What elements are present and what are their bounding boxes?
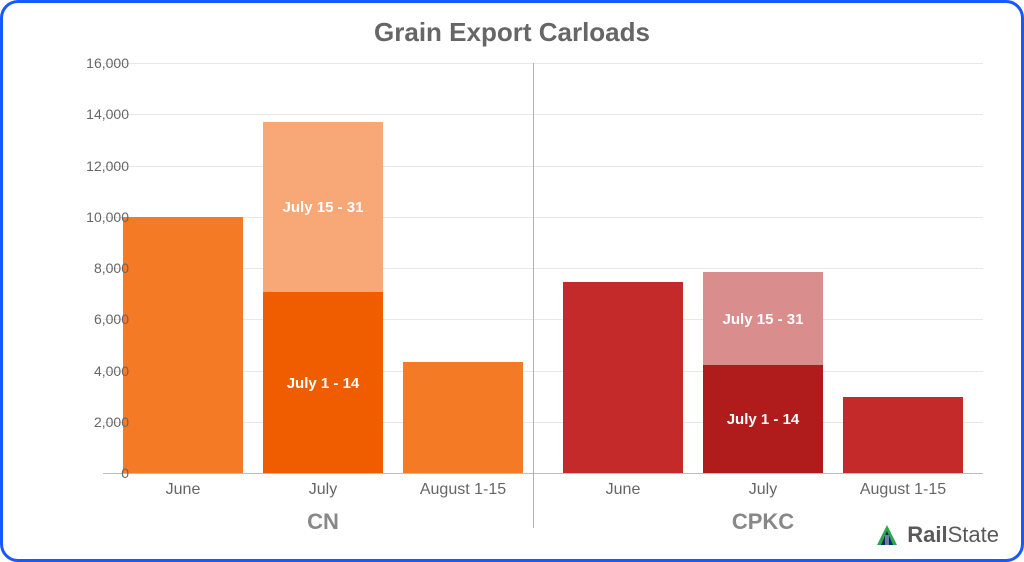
y-tick-label: 2,000 — [49, 414, 129, 430]
y-tick-label: 6,000 — [49, 311, 129, 327]
y-tick-label: 8,000 — [49, 260, 129, 276]
chart-plot-area: July 1 - 14 July 15 - 31 July 1 - 14 July 1… — [103, 63, 983, 473]
chart-card: Grain Export Carloads July 1 - 14 July 15… — [0, 0, 1024, 562]
bar-segment-label: July 1 - 14 — [263, 375, 383, 392]
gridline — [103, 166, 983, 167]
y-tick-label: 4,000 — [49, 363, 129, 379]
logo-text: RailState — [907, 522, 999, 548]
y-tick-label: 10,000 — [49, 209, 129, 225]
x-tick-label: August 1-15 — [393, 481, 533, 499]
bar-segment-label: July 15 - 31 — [263, 199, 383, 216]
x-tick-label: June — [553, 481, 693, 499]
chart-title: Grain Export Carloads — [3, 17, 1021, 48]
y-tick-label: 12,000 — [49, 158, 129, 174]
y-tick-label: 14,000 — [49, 106, 129, 122]
bar-segment-label: July 15 - 31 — [703, 311, 823, 328]
bar-segment — [843, 397, 963, 473]
logo-text-right: State — [948, 522, 999, 547]
logo-text-left: Rail — [907, 522, 947, 547]
bar-segment — [563, 282, 683, 473]
gridline — [103, 114, 983, 115]
bar-segment-label: July 1 - 14 — [703, 411, 823, 428]
x-tick-label: July — [253, 481, 393, 499]
group-divider — [533, 63, 534, 528]
group-label: CN — [173, 509, 473, 535]
x-axis-line — [103, 473, 983, 474]
x-tick-label: August 1-15 — [833, 481, 973, 499]
y-tick-label: 0 — [49, 465, 129, 481]
x-tick-label: June — [113, 481, 253, 499]
gridline — [103, 63, 983, 64]
y-tick-label: 16,000 — [49, 55, 129, 71]
bar-segment — [403, 362, 523, 473]
group-label: CPKC — [613, 509, 913, 535]
bar-segment — [123, 217, 243, 473]
x-tick-label: July — [693, 481, 833, 499]
